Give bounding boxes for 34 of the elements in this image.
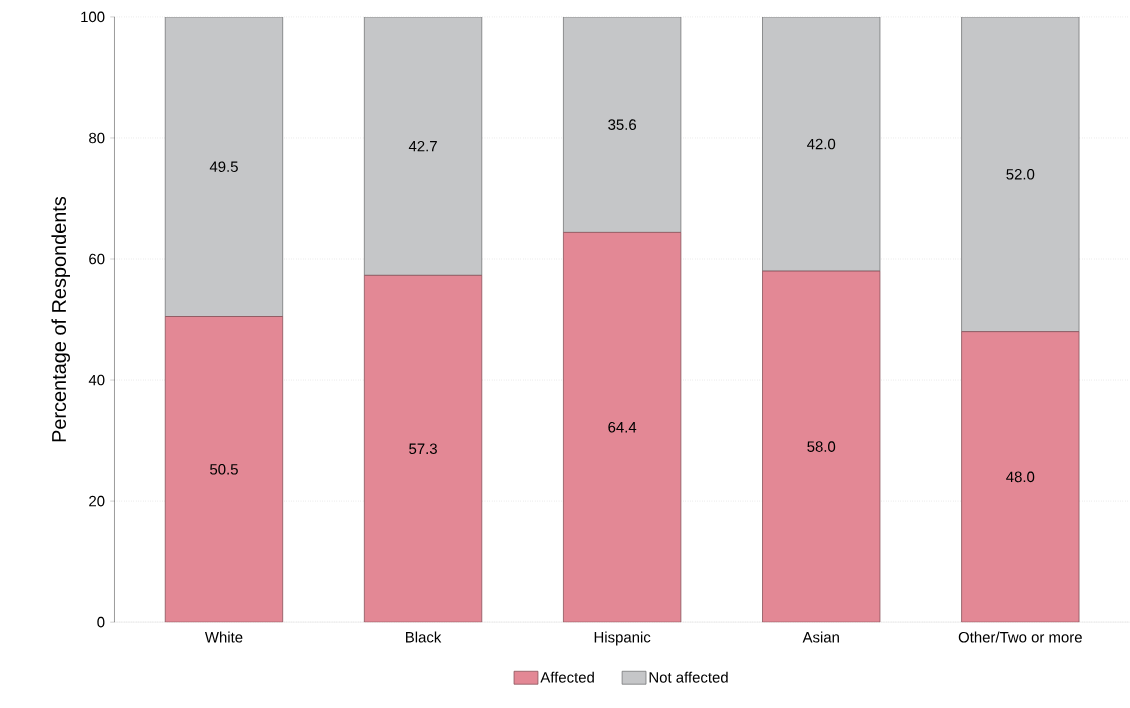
data-label: 64.4 — [608, 422, 637, 433]
legend-label: Not affected — [649, 671, 728, 683]
bar — [762, 270, 881, 623]
x-tick-label: Other/Two or more — [958, 631, 1082, 643]
bar — [762, 17, 881, 272]
bar — [961, 17, 1080, 333]
data-label: 42.0 — [807, 138, 836, 150]
y-tick-label: 40 — [88, 374, 105, 386]
data-label: 50.5 — [210, 464, 238, 475]
bar — [363, 17, 483, 276]
data-label: 57.3 — [409, 443, 437, 455]
bar — [961, 331, 1080, 623]
data-label: 35.6 — [608, 119, 637, 131]
x-tick-label: Black — [406, 631, 442, 643]
y-tick-label: 80 — [89, 132, 105, 144]
y-tick-label: 20 — [89, 495, 105, 507]
y-tick-label: 0 — [97, 616, 105, 628]
bar — [563, 232, 682, 623]
data-label: 48.0 — [1006, 471, 1035, 483]
data-label: 58.0 — [807, 441, 836, 453]
y-tick-label: 60 — [89, 253, 105, 265]
bar — [563, 17, 682, 233]
x-tick-label: Hispanic — [594, 631, 651, 646]
data-label: 49.5 — [209, 161, 238, 173]
bar — [164, 17, 284, 318]
data-label: 52.0 — [1006, 169, 1035, 180]
x-tick-label: White — [204, 631, 243, 643]
bar — [164, 316, 284, 623]
data-label: 42.7 — [408, 141, 437, 152]
y-tick-label: 100 — [81, 11, 105, 23]
x-tick-label: Asian — [802, 631, 839, 643]
bar — [363, 275, 483, 623]
legend-label: Affected — [540, 671, 594, 683]
y-axis-title: Percentage of Respondents — [51, 197, 70, 442]
